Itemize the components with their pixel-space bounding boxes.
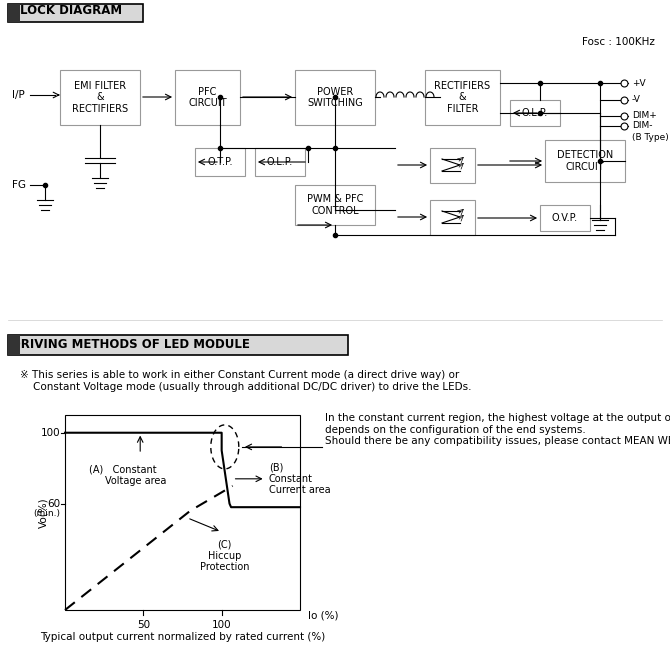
Text: +V: +V [632,78,646,87]
Text: PWM & PFC
CONTROL: PWM & PFC CONTROL [307,194,363,216]
Text: O.T.P.: O.T.P. [207,157,232,167]
Text: EMI FILTER
&
RECTIFIERS: EMI FILTER & RECTIFIERS [72,81,128,114]
Bar [540,205,590,231]
Bar [195,148,245,176]
Text: (B)
Constant
Current area: (B) Constant Current area [269,462,330,496]
Text: Io (%): Io (%) [308,610,338,620]
Text: DRIVING METHODS OF LED MODULE: DRIVING METHODS OF LED MODULE [11,338,250,351]
Text: PFC
CIRCUIT: PFC CIRCUIT [188,87,227,108]
Text: (B Type): (B Type) [632,133,669,143]
Text: ※ This series is able to work in either Constant Current mode (a direct drive wa: ※ This series is able to work in either … [20,370,472,391]
Text: DETECTION
CIRCUIT: DETECTION CIRCUIT [557,150,613,172]
Bar [8,335,20,355]
Text: -V: -V [632,95,641,104]
Text: Vo(%): Vo(%) [38,497,48,528]
Bar [425,70,500,125]
Text: RECTIFIERS
&
FILTER: RECTIFIERS & FILTER [434,81,490,114]
Bar [430,148,475,183]
Bar [8,4,143,22]
Text: O.V.P.: O.V.P. [552,213,578,223]
Bar [60,70,140,125]
Text: 60: 60 [47,499,60,509]
Bar [8,335,348,355]
Bar [65,415,300,610]
Text: (min.): (min.) [33,509,60,518]
Text: (C)
Hiccup
Protection: (C) Hiccup Protection [200,539,249,572]
Text: In the constant current region, the highest voltage at the output of the driver
: In the constant current region, the high… [325,413,670,446]
Bar [295,70,375,125]
Text: BLOCK DIAGRAM: BLOCK DIAGRAM [11,5,122,17]
Text: O.L.P.: O.L.P. [267,157,293,167]
Text: DIM+: DIM+ [632,111,657,121]
Text: (A)   Constant
        Voltage area: (A) Constant Voltage area [80,465,166,486]
Bar [545,140,625,182]
Text: 100: 100 [40,428,60,438]
Bar [8,4,20,22]
Bar [295,185,375,225]
Text: POWER
SWITCHING: POWER SWITCHING [307,87,363,108]
Text: FG: FG [12,180,26,190]
Text: I/P: I/P [12,90,25,100]
Text: 50: 50 [137,620,150,630]
Bar [510,100,560,126]
Text: 100: 100 [212,620,231,630]
Text: O.L.P.: O.L.P. [522,108,548,118]
Text: Typical output current normalized by rated current (%): Typical output current normalized by rat… [40,632,325,642]
Bar [255,148,305,176]
Text: Fosc : 100KHz: Fosc : 100KHz [582,37,655,47]
Bar [175,70,240,125]
Text: DIM-: DIM- [632,122,653,130]
Bar [430,200,475,235]
